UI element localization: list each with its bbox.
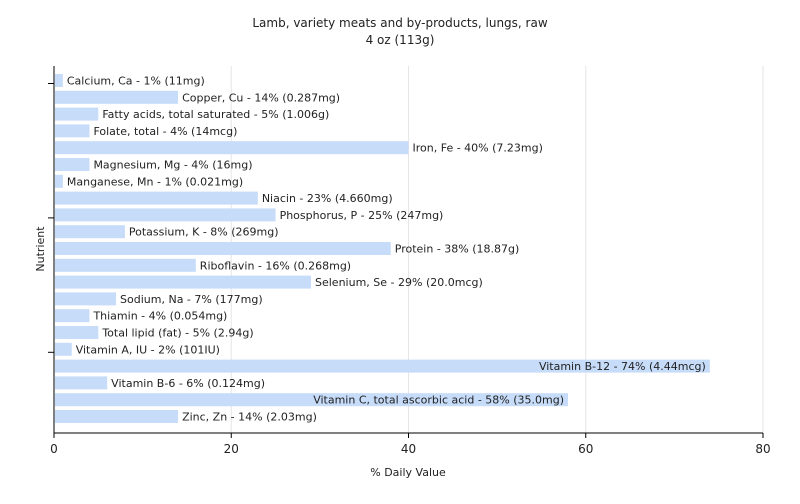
x-tick-label: 80	[755, 442, 770, 456]
bar	[55, 393, 569, 407]
data-label: Zinc, Zn - 14% (2.03mg)	[182, 411, 317, 424]
bar	[55, 124, 90, 138]
bar	[55, 174, 63, 188]
bar	[55, 342, 72, 356]
data-label: Thiamin - 4% (0.054mg)	[92, 310, 227, 323]
bar	[55, 158, 90, 171]
data-label: Calcium, Ca - 1% (11mg)	[67, 75, 205, 88]
data-label: Potassium, K - 8% (269mg)	[129, 226, 279, 239]
bars	[55, 74, 710, 423]
data-label: Magnesium, Mg - 4% (16mg)	[93, 159, 252, 172]
bar	[55, 225, 125, 239]
x-axis-title: % Daily Value	[370, 466, 446, 479]
chart-title: Lamb, variety meats and by-products, lun…	[252, 16, 547, 30]
x-tick-label: 0	[50, 442, 58, 456]
bar	[55, 309, 90, 323]
chart-subtitle: 4 oz (113g)	[366, 33, 435, 47]
data-label: Manganese, Mn - 1% (0.021mg)	[67, 175, 243, 188]
data-label: Phosphorus, P - 25% (247mg)	[280, 209, 444, 222]
x-tick-label: 60	[578, 442, 593, 456]
x-tick-label: 40	[401, 442, 416, 456]
bar	[55, 292, 117, 306]
bar	[55, 208, 276, 222]
bar	[55, 90, 179, 104]
bar	[55, 326, 99, 339]
data-label: Vitamin B-12 - 74% (4.44mcg)	[539, 360, 706, 373]
data-label: Selenium, Se - 29% (20.0mcg)	[315, 276, 483, 289]
data-label: Riboflavin - 16% (0.268mg)	[200, 259, 351, 272]
data-labels: Calcium, Ca - 1% (11mg) Copper, Cu - 14% …	[67, 75, 706, 424]
data-label: Niacin - 23% (4.660mg)	[262, 192, 393, 205]
axes: 0 20 40 60 80	[48, 66, 771, 456]
data-label: Iron, Fe - 40% (7.23mg)	[413, 142, 543, 155]
data-label: Folate, total - 4% (14mcg)	[93, 125, 237, 138]
bar	[55, 376, 108, 390]
data-label: Vitamin B-6 - 6% (0.124mg)	[111, 377, 265, 390]
bar	[55, 191, 258, 205]
bar	[55, 141, 409, 155]
bar	[55, 74, 63, 87]
x-tick-label: 20	[224, 442, 239, 456]
data-label: Sodium, Na - 7% (177mg)	[120, 293, 263, 306]
data-label: Vitamin A, IU - 2% (101IU)	[76, 343, 220, 356]
bar	[55, 107, 99, 121]
bar	[55, 410, 179, 423]
y-axis-title: Nutrient	[34, 226, 47, 272]
data-label: Copper, Cu - 14% (0.287mg)	[182, 91, 340, 104]
data-label: Protein - 38% (18.87g)	[395, 243, 520, 256]
bar	[55, 359, 710, 373]
data-label: Vitamin C, total ascorbic acid - 58% (35…	[313, 394, 564, 407]
data-label: Total lipid (fat) - 5% (2.94g)	[101, 327, 253, 340]
data-label: Fatty acids, total saturated - 5% (1.006…	[102, 108, 329, 121]
bar	[55, 258, 196, 272]
bar	[55, 242, 391, 255]
bar	[55, 275, 312, 289]
